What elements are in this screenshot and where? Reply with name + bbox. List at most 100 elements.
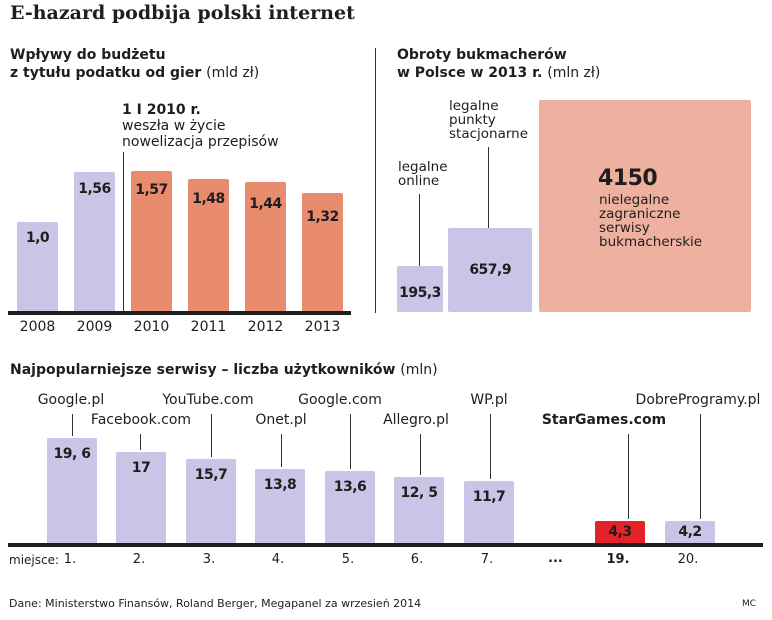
chart3-unit: (mln): [400, 362, 438, 378]
value-label-2010: 1,57: [135, 181, 168, 198]
site-name-Onet.pl: Onet.pl: [255, 412, 307, 428]
leader-line-0: [419, 194, 420, 266]
footer-source: Dane: Ministerstwo Finansów, Roland Berg…: [9, 597, 422, 610]
bar-2008: [17, 222, 58, 312]
chart1-title-line1: Wpływy do budżetu: [10, 47, 166, 63]
chart1-title-line2: z tytułu podatku od gier: [10, 65, 202, 81]
place-19.: 19.: [606, 552, 630, 567]
chart2-title: Obroty bukmacherów w Polsce w 2013 r. (m…: [397, 46, 600, 82]
chart2-unit: (mln zł): [547, 65, 601, 81]
value-label-Facebook.com: 17: [131, 460, 151, 477]
label-line: legalne: [449, 98, 499, 114]
leader-line-Allegro.pl: [420, 434, 421, 475]
place-20.: 20.: [677, 552, 699, 567]
place-7.: 7.: [480, 552, 494, 567]
value-label-1: 657,9: [469, 262, 512, 278]
label-line: serwisy: [599, 220, 650, 236]
value-label-YouTube.com: 15,7: [194, 467, 228, 484]
chart2-title-line2: w Polsce w 2013 r.: [397, 65, 543, 81]
value-label-StarGames.com: 4,3: [608, 523, 632, 540]
leader-line-StarGames.com: [628, 434, 629, 519]
value-label-2013: 1,32: [306, 208, 339, 225]
site-name-Allegro.pl: Allegro.pl: [383, 412, 449, 428]
label-2: nielegalne zagraniczne serwisy bukmacherski…: [599, 193, 702, 249]
annotation-line1: weszła w życie: [122, 118, 226, 134]
square-0: [397, 266, 443, 312]
bar-Facebook.com: [116, 452, 166, 544]
bar-DobreProgramy.pl: [665, 521, 715, 544]
bar-Onet.pl: [255, 469, 305, 544]
leader-line-YouTube.com: [211, 414, 212, 458]
chart1-title: Wpływy do budżetu z tytułu podatku od gi…: [10, 46, 259, 82]
value-label-WP.pl: 11,7: [472, 488, 506, 505]
site-name-StarGames.com: StarGames.com: [541, 412, 667, 428]
leader-line-Google.com: [350, 414, 351, 469]
label-line: nielegalne: [599, 192, 670, 208]
bar-2009: [74, 171, 115, 312]
place-1.: 1.: [63, 552, 77, 567]
label-line: punkty: [449, 112, 496, 128]
label-1: legalne punkty stacjonarne: [449, 99, 528, 141]
bar-2010: [131, 170, 172, 312]
bar-2013: [302, 193, 343, 312]
value-label-0: 195,3: [399, 285, 441, 301]
value-label-Google.pl: 19, 6: [53, 446, 91, 463]
label-line: zagraniczne: [599, 206, 681, 222]
leader-line-DobreProgramy.pl: [700, 414, 701, 520]
page-title: E-hazard podbija polski internet: [10, 2, 355, 24]
bar-2012: [245, 182, 286, 312]
place-4.: 4.: [271, 552, 285, 567]
site-name-Google.com: Google.com: [298, 392, 382, 408]
place-3.: 3.: [202, 552, 216, 567]
chart1-annotation: 1 I 2010 r. weszła w życie nowelizacja p…: [122, 102, 279, 150]
value-label-2: 4150: [598, 166, 658, 191]
chart1-unit: (mld zł): [206, 65, 260, 81]
chart2-title-line1: Obroty bukmacherów: [397, 47, 567, 63]
bar-2011: [188, 178, 229, 312]
bar-Allegro.pl: [394, 476, 444, 544]
site-name-YouTube.com: YouTube.com: [162, 392, 254, 408]
divider: [375, 48, 376, 313]
footer-author: MC: [742, 599, 757, 609]
value-label-DobreProgramy.pl: 4,2: [678, 524, 702, 541]
gap-ellipsis: ...: [548, 551, 563, 566]
bar-YouTube.com: [186, 459, 236, 544]
chart1-baseline: [8, 311, 351, 315]
leader-line-Google.pl: [72, 414, 73, 437]
value-label-2011: 1,48: [192, 191, 225, 208]
chart3-baseline: [8, 543, 763, 547]
leader-line-Onet.pl: [281, 434, 282, 468]
value-label-Google.com: 13,6: [333, 478, 367, 495]
x-tick-2008: 2008: [19, 319, 56, 335]
x-tick-2010: 2010: [133, 319, 170, 335]
label-line: legalne: [398, 159, 448, 175]
label-line: online: [398, 173, 440, 189]
x-tick-2009: 2009: [76, 319, 113, 335]
annotation-date: 1 I 2010 r.: [122, 102, 201, 118]
bar-StarGames.com: [595, 520, 645, 544]
site-name-WP.pl: WP.pl: [470, 392, 508, 408]
leader-line-WP.pl: [490, 414, 491, 479]
site-name-DobreProgramy.pl: DobreProgramy.pl: [635, 392, 761, 408]
place-5.: 5.: [341, 552, 355, 567]
x-tick-2011: 2011: [190, 319, 227, 335]
chart3-title-text: Najpopularniejsze serwisy – liczba użytk…: [10, 362, 396, 378]
bar-Google.com: [325, 470, 375, 544]
value-label-Onet.pl: 13,8: [263, 477, 297, 494]
label-line: bukmacherskie: [599, 234, 703, 250]
x-tick-2013: 2013: [304, 319, 341, 335]
square-1: [448, 227, 533, 312]
label-line: stacjonarne: [449, 126, 529, 142]
leader-line-1: [488, 147, 489, 228]
value-label-Allegro.pl: 12, 5: [400, 484, 438, 501]
leader-line-Facebook.com: [140, 434, 141, 451]
place-label: miejsce:: [9, 553, 60, 567]
value-label-2009: 1,56: [78, 181, 111, 198]
chart3-title: Najpopularniejsze serwisy – liczba użytk…: [10, 361, 438, 379]
bar-Google.pl: [47, 438, 97, 544]
bar-WP.pl: [464, 480, 514, 544]
annotation-line2: nowelizacja przepisów: [122, 134, 279, 150]
value-label-2012: 1,44: [249, 196, 282, 213]
place-6.: 6.: [410, 552, 424, 567]
